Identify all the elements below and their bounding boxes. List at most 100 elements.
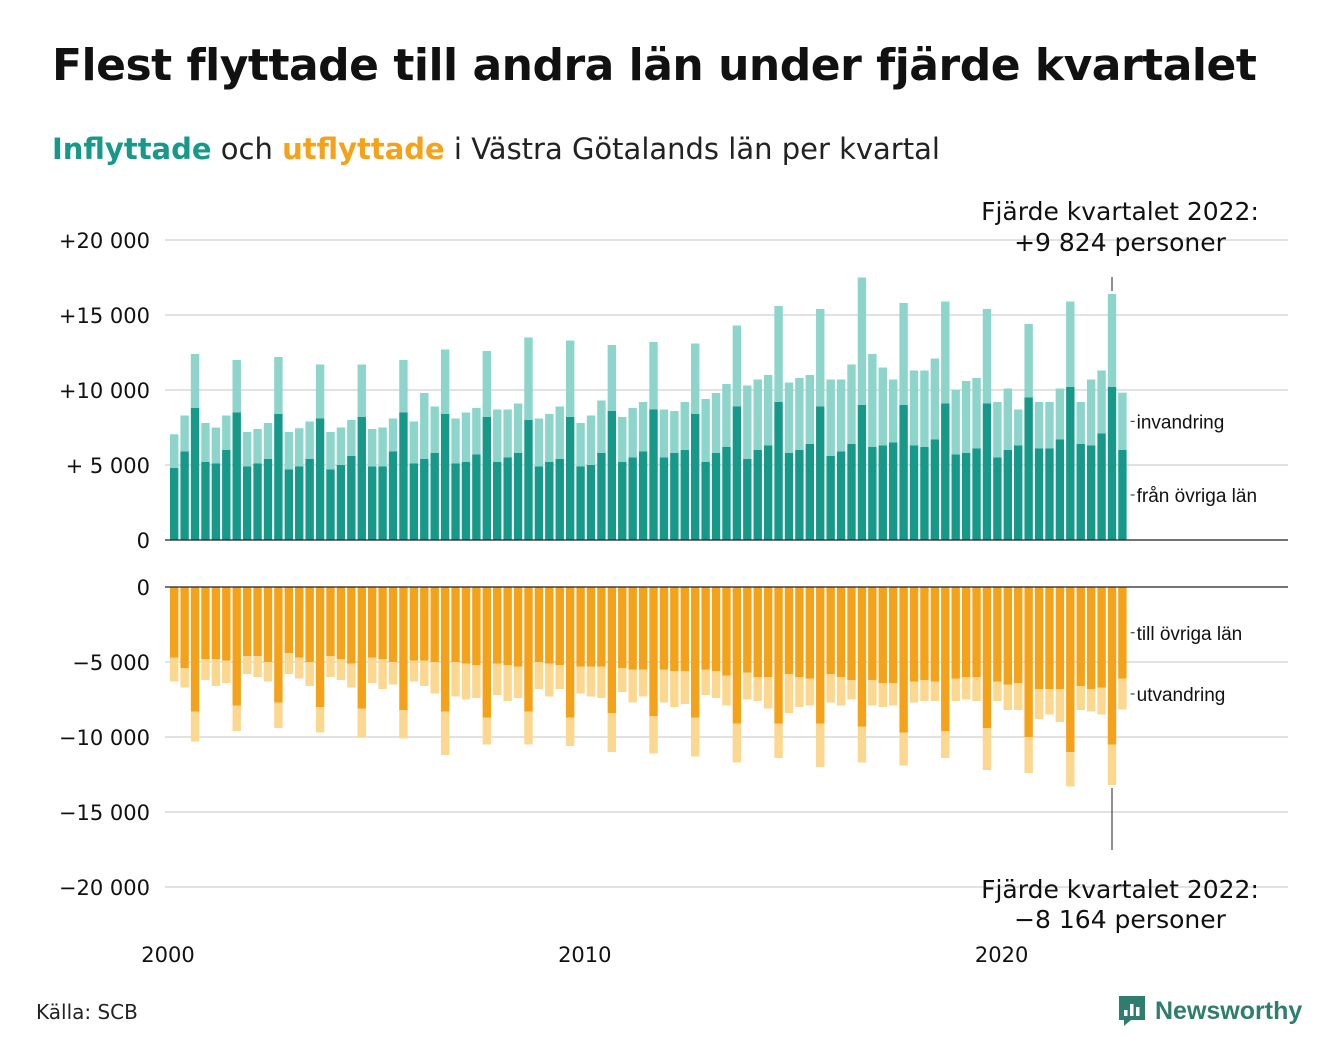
top-y-tick-label: +20 000 <box>59 229 150 253</box>
bar-fran-ovriga-lan <box>982 403 992 540</box>
bar-utvandring <box>367 657 377 683</box>
bar-invandring <box>628 408 637 458</box>
bar-utvandring <box>493 663 502 695</box>
bar-utvandring <box>941 731 950 758</box>
bar-invandring <box>565 340 575 417</box>
bar-utvandring <box>784 674 794 713</box>
bar-utvandring <box>576 666 585 694</box>
bar-invandring <box>315 364 325 419</box>
bar-till-ovriga-lan <box>274 587 283 703</box>
bar-fran-ovriga-lan <box>680 450 689 540</box>
bar-fran-ovriga-lan <box>367 466 377 540</box>
bar-till-ovriga-lan <box>628 587 637 670</box>
bar-utvandring <box>461 663 471 700</box>
bar-till-ovriga-lan <box>868 587 877 680</box>
bar-utvandring <box>982 728 992 770</box>
bar-till-ovriga-lan <box>1076 587 1085 686</box>
bar-fran-ovriga-lan <box>628 457 637 540</box>
bar-till-ovriga-lan <box>513 587 523 667</box>
chart-subtitle: Inflyttade och utflyttade i Västra Götal… <box>52 132 940 166</box>
bar-utvandring <box>336 659 346 680</box>
bar-invandring <box>638 402 648 452</box>
migration-chart: 0 + 5 000 +10 000 +15 000 +20 000 0 −5 000 −10 … <box>59 197 1288 967</box>
bar-till-ovriga-lan <box>367 587 377 658</box>
bar-till-ovriga-lan <box>211 587 221 659</box>
bar-invandring <box>722 384 731 447</box>
bar-utvandring <box>357 708 366 737</box>
x-tick-label: 2010 <box>558 943 611 967</box>
bar-invandring <box>1024 324 1033 398</box>
bar-utvandring <box>1034 689 1044 719</box>
bar-till-ovriga-lan <box>1097 587 1106 688</box>
bar-utvandring <box>1014 683 1023 710</box>
bar-utvandring <box>242 656 252 674</box>
bar-till-ovriga-lan <box>878 587 887 683</box>
bar-fran-ovriga-lan <box>274 414 283 540</box>
bar-till-ovriga-lan <box>1045 587 1054 689</box>
bar-fran-ovriga-lan <box>1097 433 1106 540</box>
bar-utvandring <box>399 710 408 739</box>
bar-utvandring <box>847 680 856 700</box>
bar-utvandring <box>763 677 773 709</box>
bar-till-ovriga-lan <box>857 587 867 727</box>
bar-till-ovriga-lan <box>295 587 304 658</box>
bar-till-ovriga-lan <box>180 587 189 668</box>
bar-fran-ovriga-lan <box>430 453 439 540</box>
bar-fran-ovriga-lan <box>836 451 846 540</box>
bar-utvandring <box>472 665 481 698</box>
bar-utvandring <box>1055 689 1065 722</box>
bar-till-ovriga-lan <box>305 587 314 662</box>
bar-fran-ovriga-lan <box>1086 445 1096 540</box>
bar-till-ovriga-lan <box>263 587 273 662</box>
bar-fran-ovriga-lan <box>795 450 804 540</box>
bar-invandring <box>378 427 387 467</box>
bar-till-ovriga-lan <box>732 587 742 724</box>
bar-fran-ovriga-lan <box>440 414 450 540</box>
bar-till-ovriga-lan <box>315 587 325 707</box>
bar-fran-ovriga-lan <box>1118 450 1127 540</box>
bar-fran-ovriga-lan <box>1034 448 1044 540</box>
bar-till-ovriga-lan <box>242 587 252 656</box>
newsworthy-logo: Newsworthy <box>1117 994 1302 1028</box>
bar-invandring <box>586 415 596 465</box>
bar-till-ovriga-lan <box>607 587 617 713</box>
bar-fran-ovriga-lan <box>993 457 1002 540</box>
bar-fran-ovriga-lan <box>753 450 762 540</box>
bar-utvandring <box>315 707 325 733</box>
subtitle-inflyttade: Inflyttade <box>52 132 212 166</box>
bar-invandring <box>888 379 898 443</box>
bar-fran-ovriga-lan <box>618 462 627 540</box>
bar-utvandring <box>1086 689 1096 712</box>
bar-till-ovriga-lan <box>420 587 429 661</box>
bar-fran-ovriga-lan <box>263 459 273 540</box>
bar-fran-ovriga-lan <box>493 462 502 540</box>
bar-till-ovriga-lan <box>743 587 752 673</box>
bar-invandring <box>555 406 564 459</box>
bar-invandring <box>993 402 1002 458</box>
bar-fran-ovriga-lan <box>888 442 898 540</box>
bar-fran-ovriga-lan <box>461 462 471 540</box>
bar-till-ovriga-lan <box>774 587 783 724</box>
bar-utvandring <box>888 683 898 706</box>
bar-utvandring <box>659 669 669 703</box>
bar-invandring <box>1118 392 1127 450</box>
bar-invandring <box>430 406 439 453</box>
bar-invandring <box>388 418 398 452</box>
bar-invandring <box>399 360 408 413</box>
bar-till-ovriga-lan <box>701 587 710 670</box>
bar-till-ovriga-lan <box>836 587 846 677</box>
bar-invandring <box>493 409 502 462</box>
bar-utvandring <box>305 662 314 686</box>
bar-utvandring <box>649 716 658 754</box>
bar-utvandring <box>180 668 189 688</box>
bar-invandring <box>1003 388 1012 450</box>
bar-utvandring <box>1045 689 1054 715</box>
bar-invandring <box>732 325 742 407</box>
bar-invandring <box>461 412 471 462</box>
bar-till-ovriga-lan <box>378 587 387 659</box>
bar-till-ovriga-lan <box>1086 587 1096 689</box>
bar-utvandring <box>691 717 700 757</box>
bar-invandring <box>930 358 940 440</box>
bar-till-ovriga-lan <box>1107 587 1117 745</box>
chart-title: Flest flyttade till andra län under fjär… <box>52 40 1257 91</box>
